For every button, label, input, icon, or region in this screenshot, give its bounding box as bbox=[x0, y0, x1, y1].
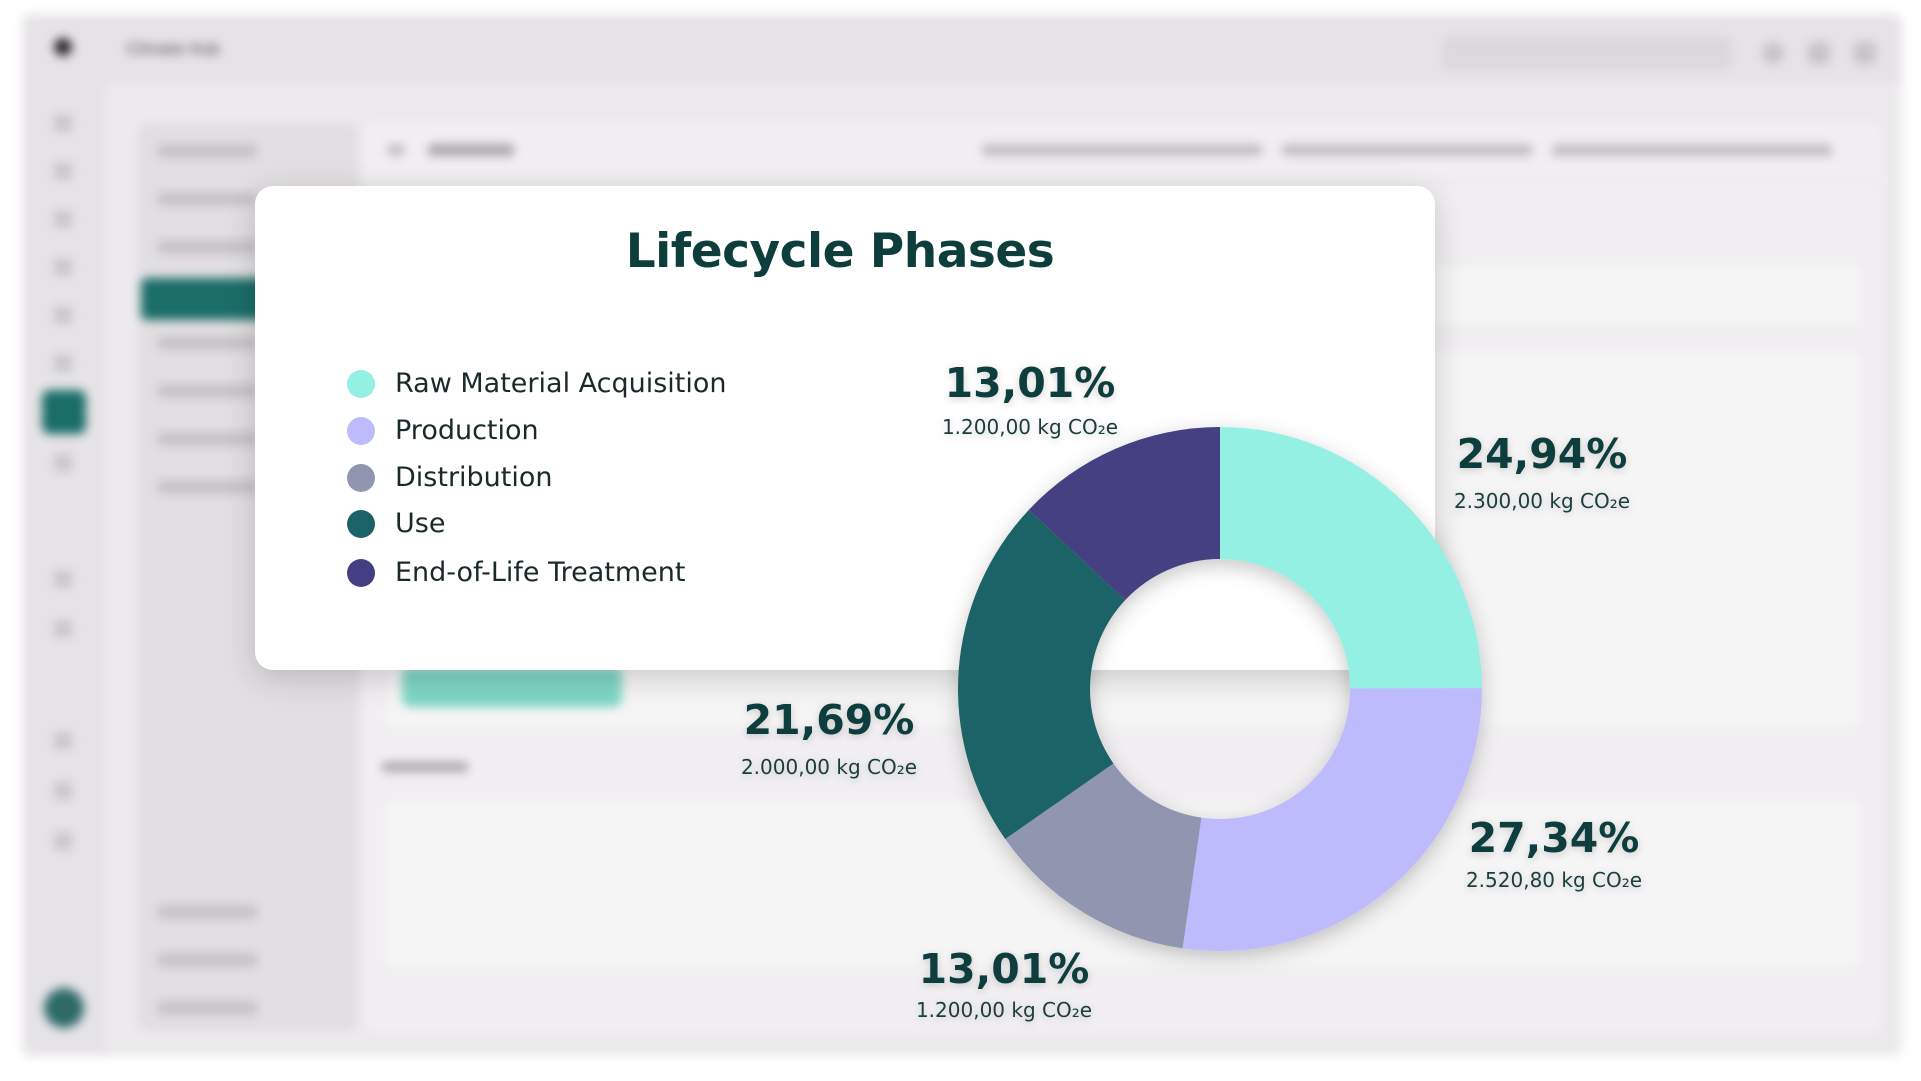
legend-label: Production bbox=[395, 415, 539, 446]
rail-doc-icon[interactable] bbox=[54, 454, 72, 472]
slice-label-distribution: 13,01% 1.200,00 kg CO₂e bbox=[916, 945, 1092, 1022]
rail-chat-icon[interactable] bbox=[54, 620, 72, 638]
slice-value-label: 1.200,00 kg CO₂e bbox=[942, 415, 1118, 439]
add-activity-button[interactable] bbox=[402, 667, 622, 707]
rail-company-icon[interactable] bbox=[54, 162, 72, 180]
slice-value-label: 2.300,00 kg CO₂e bbox=[1454, 489, 1630, 513]
slice-label-production: 27,34% 2.520,80 kg CO₂e bbox=[1466, 814, 1642, 892]
icon-rail bbox=[22, 14, 107, 1056]
avatar[interactable] bbox=[44, 988, 84, 1028]
rail-message-icon[interactable] bbox=[54, 832, 72, 850]
app-title: Climate Hub bbox=[127, 40, 220, 58]
sidebar-item-home[interactable] bbox=[157, 144, 257, 158]
legend-label: Use bbox=[395, 508, 446, 539]
slice-percent-label: 13,01% bbox=[919, 945, 1090, 993]
slice-percent-label: 27,34% bbox=[1469, 814, 1640, 862]
sidebar-item-profile[interactable] bbox=[157, 905, 257, 919]
legend-swatch bbox=[347, 370, 375, 398]
app-logo-icon bbox=[54, 38, 72, 56]
search-input[interactable] bbox=[1442, 36, 1732, 70]
legend-swatch bbox=[347, 464, 375, 492]
sidebar-item-actions[interactable] bbox=[157, 384, 257, 398]
rail-flag-icon[interactable] bbox=[54, 354, 72, 372]
detail-timeframe bbox=[1552, 144, 1832, 156]
donut-slice-production bbox=[1182, 688, 1483, 952]
sidebar-item-targets[interactable] bbox=[157, 336, 257, 350]
slice-percent-label: 21,69% bbox=[744, 696, 915, 744]
slice-percent-label: 24,94% bbox=[1457, 430, 1628, 478]
panel-toggle-icon[interactable] bbox=[1854, 42, 1876, 64]
chart-title: Lifecycle Phases bbox=[625, 224, 1055, 279]
donut-slice-raw-material-acquisition bbox=[1220, 427, 1482, 689]
rail-calendar-icon[interactable] bbox=[54, 782, 72, 800]
rail-building-icon[interactable] bbox=[54, 732, 72, 750]
sidebar-item-ecovadis[interactable] bbox=[157, 480, 257, 494]
slice-label-raw-material-acquisition: 24,94% 2.300,00 kg CO₂e bbox=[1454, 430, 1630, 513]
legend-label: Distribution bbox=[395, 462, 553, 493]
slice-label-end-of-life-treatment: 13,01% 1.200,00 kg CO₂e bbox=[942, 359, 1118, 439]
language-icon[interactable] bbox=[1808, 42, 1830, 64]
detail-title bbox=[428, 144, 514, 156]
rail-home-icon[interactable] bbox=[54, 114, 72, 132]
donut-slice-use bbox=[957, 509, 1126, 840]
legend-label: End-of-Life Treatment bbox=[395, 557, 686, 588]
detail-header bbox=[362, 122, 1882, 183]
donut-slice-distribution bbox=[1005, 763, 1202, 949]
chart-card: Lifecycle Phases Raw Material Acquisitio… bbox=[255, 186, 1435, 670]
comment-label bbox=[382, 762, 468, 772]
legend-label: Raw Material Acquisition bbox=[395, 368, 727, 399]
detail-boundary bbox=[1282, 144, 1532, 156]
legend-swatch bbox=[347, 417, 375, 445]
legend-swatch bbox=[347, 510, 375, 538]
rail-product-icon[interactable] bbox=[54, 210, 72, 228]
slice-label-use: 21,69% 2.000,00 kg CO₂e bbox=[741, 696, 917, 779]
sidebar-item-settings[interactable] bbox=[157, 953, 257, 967]
sidebar-item-company[interactable] bbox=[157, 192, 257, 206]
sidebar-item-wiki[interactable] bbox=[157, 1001, 257, 1015]
rail-arrow-icon[interactable] bbox=[54, 306, 72, 324]
slice-percent-label: 13,01% bbox=[945, 359, 1116, 407]
rail-tree-icon[interactable] bbox=[54, 258, 72, 276]
top-bar: Climate Hub bbox=[107, 14, 1902, 84]
donut-slice-end-of-life-treatment bbox=[1028, 427, 1220, 601]
rail-flag2-icon[interactable] bbox=[54, 570, 72, 588]
slice-value-label: 1.200,00 kg CO₂e bbox=[916, 998, 1092, 1022]
legend-swatch bbox=[347, 559, 375, 587]
rail-accounting-icon[interactable] bbox=[42, 390, 86, 434]
sidebar-item-products[interactable] bbox=[157, 240, 257, 254]
help-icon[interactable] bbox=[1762, 42, 1784, 64]
back-icon[interactable] bbox=[388, 144, 404, 156]
slice-value-label: 2.520,80 kg CO₂e bbox=[1466, 868, 1642, 892]
slice-value-label: 2.000,00 kg CO₂e bbox=[741, 755, 917, 779]
detail-type bbox=[982, 144, 1262, 156]
sidebar-item-compensation[interactable] bbox=[157, 432, 257, 446]
